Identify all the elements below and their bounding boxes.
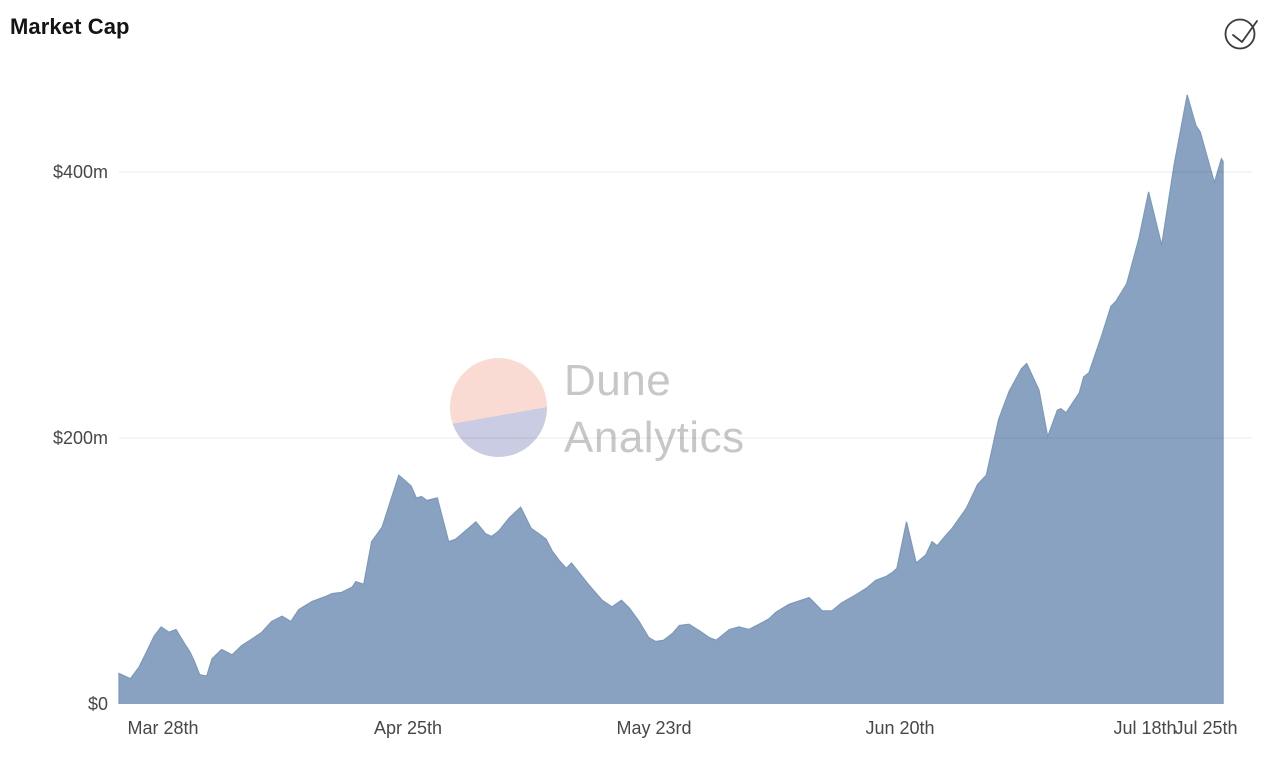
dune-watermark-line2: Analytics — [564, 413, 745, 462]
x-tick-may-23rd: May 23rd — [616, 718, 692, 738]
dune-watermark: Dune Analytics — [450, 356, 745, 466]
x-tick-mar-28th: Mar 28th — [127, 718, 199, 738]
area-series-market-cap[interactable] — [119, 94, 1224, 704]
dune-watermark-line1: Dune — [564, 356, 672, 405]
area-series-outline — [118, 94, 1224, 704]
y-tick-0: $0 — [87, 694, 108, 714]
x-tick-jul-18th: Jul 18th — [1113, 718, 1177, 738]
x-tick-jun-20th: Jun 20th — [865, 718, 935, 738]
x-tick-apr-25th: Apr 25th — [373, 718, 443, 738]
dune-logo-circle — [450, 358, 547, 457]
page-title: Market Cap — [10, 14, 130, 39]
y-tick-400m: $400m — [52, 162, 108, 182]
check-circle-icon[interactable] — [1222, 12, 1262, 52]
x-tick-jul-25th: Jul 25th — [1174, 718, 1238, 738]
y-tick-200m: $200m — [52, 428, 108, 448]
dune-watermark-text: Dune Analytics — [564, 352, 745, 466]
